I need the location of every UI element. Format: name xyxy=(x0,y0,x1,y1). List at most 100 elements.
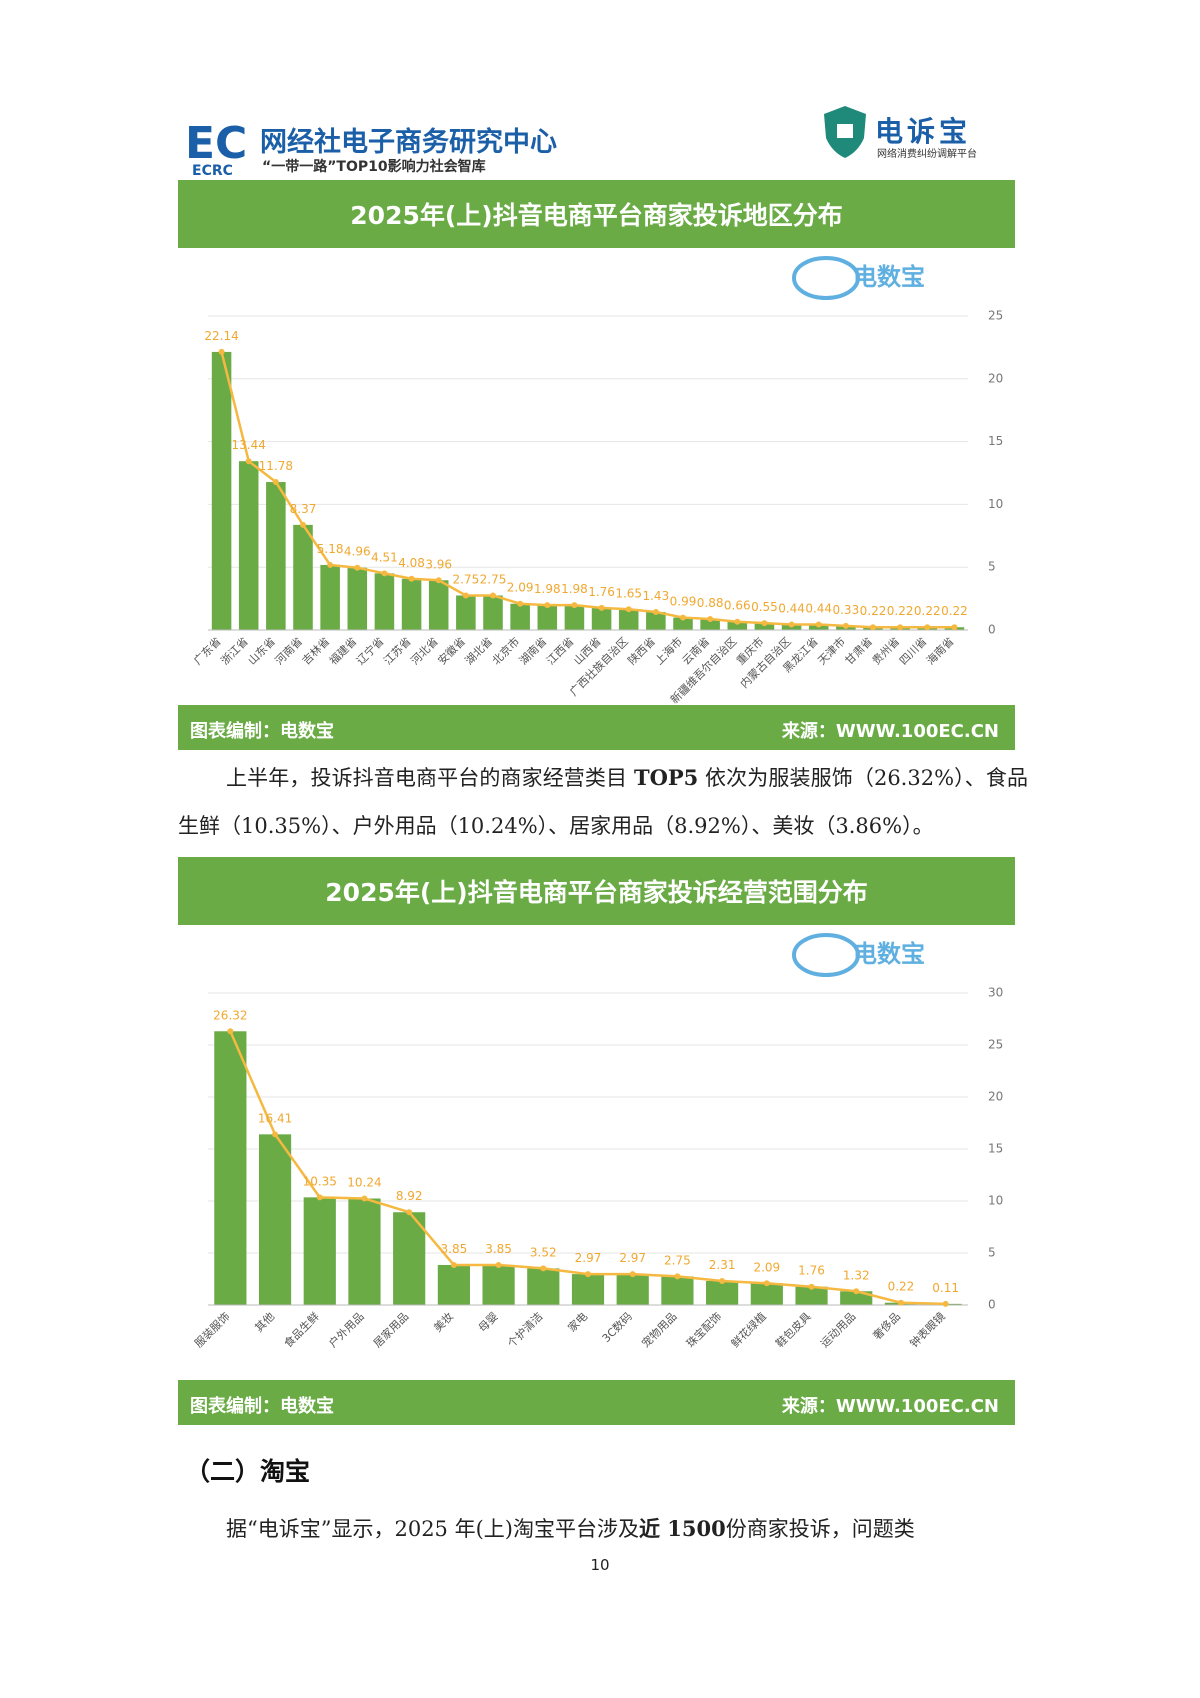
line-point xyxy=(571,602,578,609)
x-tick-label: 户外用品 xyxy=(326,1309,367,1350)
bar xyxy=(456,595,476,630)
x-tick-label: 安徽省 xyxy=(435,634,468,667)
x-tick-label: 山东省 xyxy=(245,635,278,668)
line-point xyxy=(517,600,524,607)
x-tick-label: 海南省 xyxy=(923,634,956,667)
x-tick-label: 个护清洁 xyxy=(504,1309,545,1350)
line-point xyxy=(942,1300,949,1307)
chart-credit: 图表编制：电数宝 xyxy=(190,721,334,742)
x-tick-label: 3C数码 xyxy=(600,1310,635,1345)
line-point xyxy=(625,606,632,613)
x-tick-label: 珠宝配饰 xyxy=(683,1309,724,1350)
data-label: 0.55 xyxy=(751,600,778,614)
bar xyxy=(754,623,775,630)
line-point xyxy=(435,577,442,584)
y-tick-label: 20 xyxy=(988,371,1003,385)
line-point xyxy=(629,1271,636,1278)
bar xyxy=(591,607,612,630)
chart: 电数宝 0 5 10 15 20 25 30 服装服饰 其他 食品生鲜 户外用品 居家用品 美妆 母婴 个护清… xyxy=(191,933,1003,1350)
chart-source: 来源：WWW.100EC.CN xyxy=(781,721,999,742)
paragraph: 上半年，投诉抖音电商平台的商家经营类目 TOP5 依次为服装服饰（26.32%）… xyxy=(178,754,1028,850)
line-point xyxy=(897,624,904,631)
x-tick-label: 吉林省 xyxy=(299,634,332,667)
data-label: 3.85 xyxy=(441,1242,468,1256)
bar xyxy=(347,567,368,630)
org-logo-mark: EC xyxy=(185,118,248,169)
data-label: 2.75 xyxy=(664,1253,691,1267)
line-point xyxy=(842,622,849,629)
line-point xyxy=(218,348,225,355)
data-label: 1.98 xyxy=(561,582,588,596)
x-tick-label: 鞋包皮具 xyxy=(773,1309,814,1350)
org-slogan: “一带一路”TOP10影响力社会智库 xyxy=(262,159,486,175)
x-tick-label: 奢侈品 xyxy=(870,1309,903,1342)
y-tick-label: 5 xyxy=(988,1246,996,1260)
line-point xyxy=(495,1261,502,1268)
data-label: 1.65 xyxy=(615,586,642,600)
line-point xyxy=(245,458,252,465)
data-label: 0.22 xyxy=(914,604,941,618)
bar xyxy=(266,482,286,630)
y-tick-label: 25 xyxy=(988,309,1003,323)
text: 上半年，投诉抖音电商平台的商家经营类目 xyxy=(226,766,634,790)
x-tick-label: 江苏省 xyxy=(381,635,414,668)
line-point xyxy=(951,624,958,631)
bar xyxy=(211,351,232,630)
data-label: 0.66 xyxy=(724,599,751,613)
x-tick-label: 母婴 xyxy=(476,1310,501,1335)
line-point xyxy=(408,575,415,582)
y-tick-label: 25 xyxy=(988,1038,1003,1052)
chart-credit: 图表编制：电数宝 xyxy=(190,1396,334,1417)
x-tick-label: 美妆 xyxy=(431,1310,456,1335)
line-point xyxy=(361,1195,368,1202)
x-tick-label: 甘肃省 xyxy=(843,635,876,668)
line-point xyxy=(544,602,551,609)
bar xyxy=(700,618,720,630)
bar xyxy=(510,603,530,630)
x-tick-label: 河南省 xyxy=(273,635,306,668)
brand-name: 电诉宝 xyxy=(875,115,972,148)
line-point xyxy=(316,1194,323,1201)
bar xyxy=(348,1198,381,1305)
bar xyxy=(238,461,259,630)
bar xyxy=(673,617,693,630)
line-point xyxy=(652,609,659,616)
line-point xyxy=(897,1299,904,1306)
x-tick-label: 宠物用品 xyxy=(639,1309,680,1350)
data-label: 4.96 xyxy=(344,545,371,559)
text: 依次为服装服饰（26.32%）、食品生鲜（10.35%）、户外用品（10.24%… xyxy=(178,766,1028,838)
line-point xyxy=(870,624,876,631)
bar xyxy=(401,578,422,630)
data-label: 2.75 xyxy=(452,572,479,586)
x-tick-label: 贵州省 xyxy=(870,635,903,668)
data-label: 2.09 xyxy=(507,581,534,595)
bar xyxy=(374,573,395,630)
data-label: 10.24 xyxy=(347,1176,381,1190)
line-point xyxy=(598,604,605,611)
y-tick-label: 10 xyxy=(988,497,1003,511)
data-label: 2.09 xyxy=(753,1260,780,1274)
x-tick-label: 服装服饰 xyxy=(191,1309,232,1350)
data-label: 10.35 xyxy=(303,1174,337,1188)
line-point xyxy=(719,1277,726,1284)
bar xyxy=(393,1212,426,1305)
watermark: 电数宝 xyxy=(853,263,925,291)
bar xyxy=(661,1276,694,1305)
data-label: 0.22 xyxy=(860,604,887,618)
y-tick-label: 15 xyxy=(988,1142,1003,1156)
y-tick-label: 15 xyxy=(988,434,1003,448)
bar xyxy=(527,1268,560,1305)
page-number: 10 xyxy=(590,1556,610,1574)
data-label: 26.32 xyxy=(213,1008,247,1022)
text: 份商家投诉，问题类 xyxy=(725,1517,915,1541)
data-label: 8.37 xyxy=(290,502,317,516)
watermark-cloud xyxy=(792,933,860,977)
chart-title: 2025年(上)抖音电商平台商家投诉地区分布 xyxy=(178,180,1015,248)
line-point xyxy=(788,621,795,628)
text: 据“电诉宝”显示，2025 年(上)淘宝平台涉及 xyxy=(226,1517,639,1541)
line-point xyxy=(450,1261,457,1268)
y-tick-label: 20 xyxy=(988,1090,1003,1104)
paragraph: 据“电诉宝”显示，2025 年(上)淘宝平台涉及近 1500份商家投诉，问题类 xyxy=(178,1505,1028,1553)
brand-subtitle: 网络消费纠纷调解平台 xyxy=(877,149,977,160)
data-label: 22.14 xyxy=(204,329,238,343)
